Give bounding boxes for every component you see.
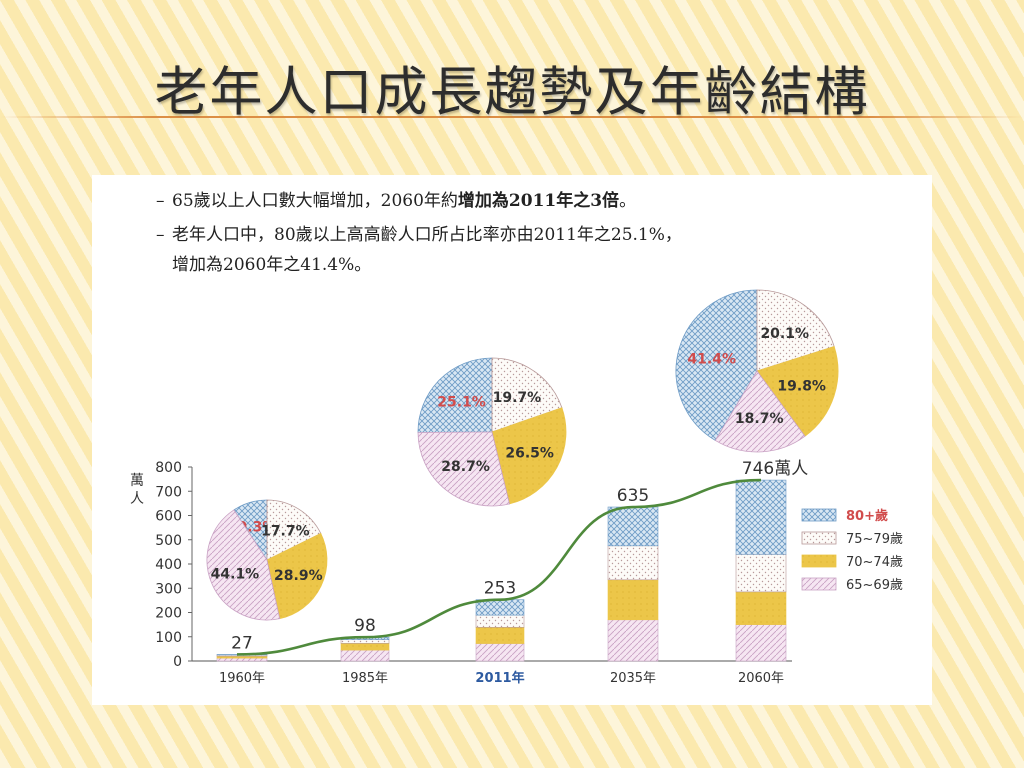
bar-segment [475, 626, 525, 644]
y-tick-label: 800 [155, 460, 182, 476]
population-chart: 0 100 200 300 400 500 600 700 800 萬人 1960年 1985年 201… [130, 289, 903, 686]
y-tick-label: 200 [155, 606, 182, 622]
bar-segment [475, 599, 525, 616]
pie-slice-label: 26.5% [505, 446, 554, 462]
x-tick-label: 1985年 [342, 671, 388, 686]
bar-segment [735, 591, 787, 625]
bar-segment [735, 479, 787, 555]
bar-segment [475, 614, 525, 628]
title-underline [0, 116, 1024, 118]
bullet-1-bold: 增加為2011年之3倍 [457, 191, 620, 211]
pie-slice-label: 41.4% [687, 351, 736, 367]
pie-slice-label: 20.1% [760, 326, 809, 342]
pie-slice [266, 532, 328, 620]
bar-segment [607, 619, 659, 662]
y-unit-label: 人 [130, 491, 144, 507]
bar-total-label: 253 [484, 579, 516, 599]
y-tick-label: 0 [173, 654, 182, 670]
bar-segment [340, 639, 390, 644]
bullet-2-cont: 增加為2060年之41.4%。 [172, 252, 371, 278]
trend-line [236, 478, 762, 656]
pie-slice-label: 19.7% [493, 390, 542, 406]
bar-total-label: 98 [354, 616, 376, 636]
legend-label: 80+歲 [846, 508, 888, 524]
legend-swatch [801, 577, 837, 591]
pie-slice [675, 289, 758, 442]
bar-segment [475, 643, 525, 662]
bullet-2-line2: 增加為2060年之41.4%。 [172, 255, 372, 275]
y-tick-label: 500 [155, 533, 182, 549]
pie-slice-label: 17.7% [261, 523, 310, 539]
legend-label: 75~79歲 [846, 532, 903, 547]
bullet-1-pre: 65歲以上人口數大幅增加，2060年約 [172, 191, 458, 211]
bar-segment [340, 649, 390, 662]
bullet-1: –65歲以上人口數大幅增加，2060年約增加為2011年之3倍。 [156, 188, 637, 214]
slide-title: 老年人口成長趨勢及年齡結構 [154, 62, 870, 123]
x-tick-label: 2035年 [610, 671, 656, 686]
pie-slice-label: 25.1% [437, 395, 486, 411]
x-tick-label: 2011年 [475, 670, 524, 686]
pie-slice-label: 28.7% [441, 459, 490, 475]
legend-label: 65~69歲 [846, 578, 903, 593]
pie-slice [266, 499, 322, 561]
y-tick-label: 100 [155, 630, 182, 646]
pie-slice [417, 357, 493, 433]
bullet-2: – 老年人口中，80歲以上高高齡人口所占比率亦由2011年之25.1%， [156, 222, 682, 248]
bar-total-label: 27 [231, 633, 253, 653]
pie-slice [756, 289, 835, 372]
legend-swatch [801, 508, 837, 522]
y-tick-label: 600 [155, 509, 182, 525]
bar-segment [607, 545, 659, 581]
bar-total-label: 746萬人 [742, 459, 808, 479]
y-unit-label: 萬 [130, 473, 144, 489]
bar-segment [735, 553, 787, 593]
pie-slice [491, 407, 567, 505]
pie-slice [714, 370, 806, 453]
bar-segment [340, 642, 390, 651]
x-tick-label: 2060年 [738, 671, 784, 686]
bullet-dash: – [156, 225, 165, 245]
pie-slice-label: 28.9% [274, 568, 323, 584]
y-tick-label: 300 [155, 581, 182, 597]
legend-label: 70~74歲 [846, 555, 903, 570]
pie-slice-label: 19.8% [777, 379, 826, 395]
pie-slice [206, 509, 281, 621]
pie-slice-label: 18.7% [735, 411, 784, 427]
bullet-dash: – [156, 191, 165, 211]
y-tick-label: 700 [155, 484, 182, 500]
bar-segment [607, 579, 659, 621]
pie-slice [756, 345, 839, 437]
legend-swatch [801, 531, 837, 545]
pie-slice [417, 431, 510, 507]
pie-slice-label: 44.1% [211, 567, 260, 583]
legend-swatch [801, 554, 837, 568]
bar-segment [607, 506, 659, 547]
y-tick-label: 400 [155, 557, 182, 573]
bar-segment [216, 657, 268, 662]
bullet-1-post: 。 [619, 191, 637, 211]
bar-total-label: 635 [617, 486, 649, 506]
bar-segment [735, 624, 787, 662]
x-tick-label: 1960年 [219, 671, 265, 686]
chart-panel: –65歲以上人口數大幅增加，2060年約增加為2011年之3倍。 – 老年人口中，… [92, 175, 932, 705]
bullet-2-line1: 老年人口中，80歲以上高高齡人口所占比率亦由2011年之25.1%， [172, 225, 682, 245]
